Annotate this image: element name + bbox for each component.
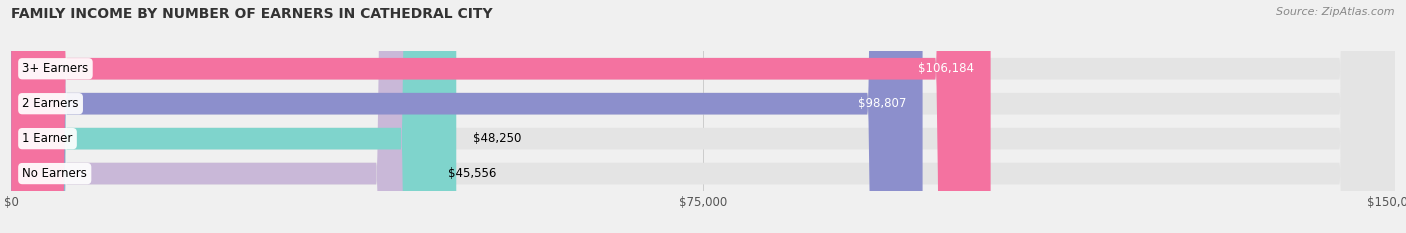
FancyBboxPatch shape [11, 0, 432, 233]
FancyBboxPatch shape [11, 0, 922, 233]
Text: $106,184: $106,184 [918, 62, 974, 75]
Text: FAMILY INCOME BY NUMBER OF EARNERS IN CATHEDRAL CITY: FAMILY INCOME BY NUMBER OF EARNERS IN CA… [11, 7, 494, 21]
FancyBboxPatch shape [11, 0, 1395, 233]
FancyBboxPatch shape [11, 0, 1395, 233]
Text: 2 Earners: 2 Earners [22, 97, 79, 110]
Text: $48,250: $48,250 [472, 132, 522, 145]
Text: $45,556: $45,556 [449, 167, 496, 180]
Text: Source: ZipAtlas.com: Source: ZipAtlas.com [1277, 7, 1395, 17]
FancyBboxPatch shape [11, 0, 991, 233]
Text: 3+ Earners: 3+ Earners [22, 62, 89, 75]
Text: $98,807: $98,807 [858, 97, 905, 110]
FancyBboxPatch shape [11, 0, 1395, 233]
FancyBboxPatch shape [11, 0, 457, 233]
FancyBboxPatch shape [11, 0, 1395, 233]
Text: 1 Earner: 1 Earner [22, 132, 73, 145]
Text: No Earners: No Earners [22, 167, 87, 180]
